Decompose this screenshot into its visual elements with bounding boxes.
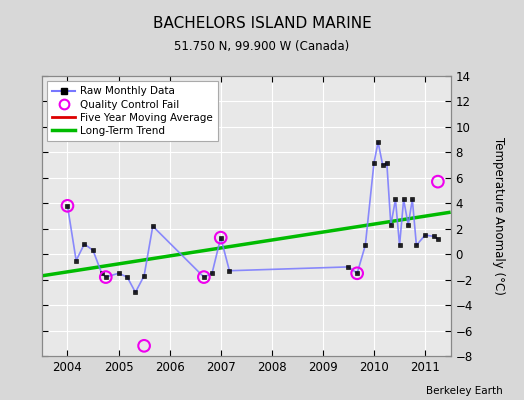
Text: 51.750 N, 99.900 W (Canada): 51.750 N, 99.900 W (Canada) xyxy=(174,40,350,53)
Point xyxy=(434,178,442,185)
Legend: Raw Monthly Data, Quality Control Fail, Five Year Moving Average, Long-Term Tren: Raw Monthly Data, Quality Control Fail, … xyxy=(47,81,219,141)
Y-axis label: Temperature Anomaly (°C): Temperature Anomaly (°C) xyxy=(493,137,505,295)
Point xyxy=(140,343,148,349)
Point xyxy=(200,274,208,280)
Text: Berkeley Earth: Berkeley Earth xyxy=(427,386,503,396)
Point xyxy=(63,203,72,209)
Point xyxy=(102,274,110,280)
Point xyxy=(216,234,225,241)
Point xyxy=(353,270,362,276)
Text: BACHELORS ISLAND MARINE: BACHELORS ISLAND MARINE xyxy=(152,16,372,31)
